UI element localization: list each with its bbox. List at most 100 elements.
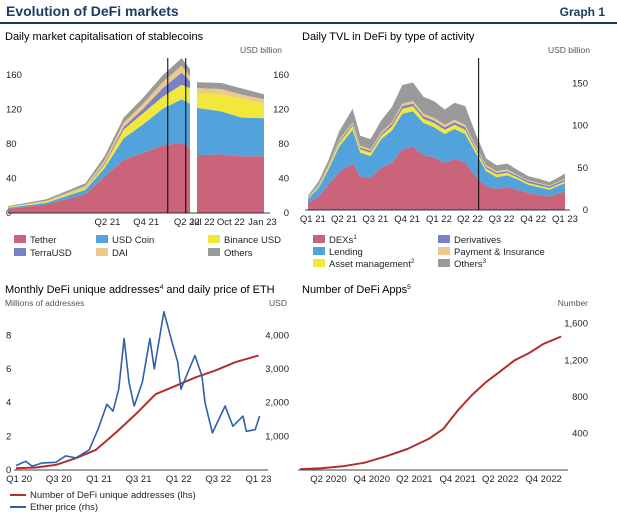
addresses-panel: Monthly DeFi unique addresses 4 and daily… [5, 284, 289, 513]
stablecoins-xtick: Q4 21 [133, 217, 159, 228]
tvl-legend-3-label-text: Payment & Insurance [454, 247, 545, 258]
stablecoins-area-usd-coin [197, 107, 264, 157]
tvl-legend-3-swatch [438, 247, 450, 255]
stablecoins-legend-5-swatch [208, 248, 220, 256]
apps-title: Number of DeFi Apps5 [302, 284, 411, 296]
addresses-ytick-left: 2 [6, 431, 11, 442]
addresses-ytick-right: 3,000 [265, 364, 289, 375]
stablecoins-legend-3-label-text: TerraUSD [30, 248, 72, 259]
stablecoins-area-others [197, 82, 264, 100]
tvl-legend-1-label: Derivatives [454, 235, 501, 246]
tvl-xtick: Q3 22 [488, 214, 514, 225]
apps-xtick: Q2 2022 [482, 474, 518, 485]
addresses-xtick: Q1 21 [86, 474, 112, 485]
addresses-xtick: Q1 20 [6, 474, 32, 485]
tvl-area-lending [308, 111, 565, 204]
stablecoins-ytick-right: 80 [278, 139, 289, 150]
stablecoins-legend-4-label-text: DAI [112, 248, 128, 259]
tvl-legend-0-label: DEXs1 [329, 234, 357, 246]
addresses-ytick-right: 1,000 [265, 431, 289, 442]
apps-panel: Number of DeFi Apps5 Number 400 800 1,200 1… [298, 284, 588, 485]
tvl-area-payment-insurance [308, 101, 565, 198]
tvl-xtick: Q3 21 [362, 214, 388, 225]
stablecoins-legend-1-label: USD Coin [112, 235, 154, 246]
apps-ytick: 800 [572, 392, 588, 403]
tvl-legend-4-swatch [313, 259, 325, 267]
tvl-legend-1-swatch [438, 235, 450, 243]
addresses-xtick: Q3 22 [205, 474, 231, 485]
tvl-legend-4-label: Asset management2 [329, 258, 415, 270]
stablecoins-legend-0-label: Tether [30, 235, 56, 246]
addresses-line [15, 354, 259, 470]
tvl-legend-1-label-text: Derivatives [454, 235, 501, 246]
header-rule [0, 22, 617, 24]
addresses-ytick-left: 0 [6, 465, 11, 476]
tvl-legend-2-label: Lending [329, 247, 363, 258]
stablecoins-legend-4-label: DAI [112, 248, 128, 259]
apps-title-sup: 5 [407, 284, 411, 291]
stablecoins-ytick-right: 120 [273, 105, 289, 116]
tvl-legend-2-label-text: Lending [329, 247, 363, 258]
stablecoins-ytick-right: 160 [273, 70, 289, 81]
addresses-left-label: Millions of addresses [5, 298, 84, 308]
tvl-area-dexs [308, 146, 565, 210]
addresses-ytick-left: 6 [6, 364, 11, 375]
stablecoins-ytick-right: 40 [278, 174, 289, 185]
stablecoins-area-tether [197, 154, 264, 213]
addresses-ytick-left: 8 [6, 330, 11, 341]
stablecoins-ytick-left: 120 [6, 105, 22, 116]
addresses-title-suffix: and daily price of ETH [163, 284, 274, 296]
tvl-xtick: Q4 21 [394, 214, 420, 225]
stablecoins-xtick: Oct 22 [217, 217, 245, 228]
addresses-ytick-left: 4 [6, 398, 11, 409]
stablecoins-legend-3-swatch [14, 248, 26, 256]
apps-xtick: Q2 2021 [396, 474, 432, 485]
addresses-xtick: Q1 23 [246, 474, 272, 485]
stablecoins-area-binance-usd [197, 93, 264, 119]
graph-label: Graph 1 [559, 5, 605, 19]
tvl-area-others [308, 82, 565, 198]
stablecoins-unit-label: USD billion [240, 45, 282, 55]
stablecoins-area-usd-coin [8, 99, 190, 209]
tvl-ytick: 150 [572, 78, 588, 89]
tvl-ytick: 100 [572, 121, 588, 132]
stablecoins-legend-0-label-text: Tether [30, 235, 56, 246]
apps-xtick: Q4 2022 [525, 474, 561, 485]
addresses-xtick: Q3 21 [126, 474, 152, 485]
tvl-legend-0-swatch [313, 235, 325, 243]
apps-xtick: Q4 2020 [354, 474, 390, 485]
stablecoins-legend-5-label: Others [224, 248, 253, 259]
tvl-xtick: Q2 21 [331, 214, 357, 225]
stablecoins-legend-2-label: Binance USD [224, 235, 281, 246]
tvl-area-derivatives [308, 103, 565, 199]
tvl-legend-4-label-text: Asset management [329, 259, 411, 270]
tvl-xtick: Q2 22 [457, 214, 483, 225]
stablecoins-panel: Daily market capitalisation of stablecoi… [5, 31, 289, 259]
page-title: Evolution of DeFi markets [6, 3, 179, 19]
stablecoins-ytick-left: 0 [6, 208, 11, 219]
apps-right-label: Number [558, 298, 588, 308]
tvl-legend-5-label-text: Others [454, 259, 483, 270]
tvl-xtick: Q4 22 [520, 214, 546, 225]
tvl-ytick: 50 [577, 163, 588, 174]
addresses-title-main: Monthly DeFi unique addresses [5, 284, 160, 296]
tvl-ytick: 0 [583, 205, 588, 216]
addresses-xtick: Q3 20 [46, 474, 72, 485]
addresses-legend-0-label: Number of DeFi unique addresses (lhs) [30, 490, 196, 501]
stablecoins-area-others [8, 58, 190, 207]
tvl-panel: Daily TVL in DeFi by type of activity US… [300, 31, 590, 270]
stablecoins-ytick-right: 0 [284, 208, 289, 219]
stablecoins-legend-0-swatch [14, 235, 26, 243]
apps-ytick: 400 [572, 428, 588, 439]
apps-xtick: Q4 2021 [439, 474, 475, 485]
stablecoins-area-dai [197, 88, 264, 104]
stablecoins-ytick-left: 160 [6, 70, 22, 81]
apps-ytick: 1,600 [564, 319, 588, 330]
stablecoins-area-terrausd [8, 72, 190, 208]
stablecoins-legend-5-label-text: Others [224, 248, 253, 259]
addresses-title: Monthly DeFi unique addresses4 and daily… [5, 284, 275, 296]
ether-price-line [15, 310, 261, 468]
addresses-right-label: USD [269, 298, 287, 308]
stablecoins-legend-1-swatch [96, 235, 108, 243]
